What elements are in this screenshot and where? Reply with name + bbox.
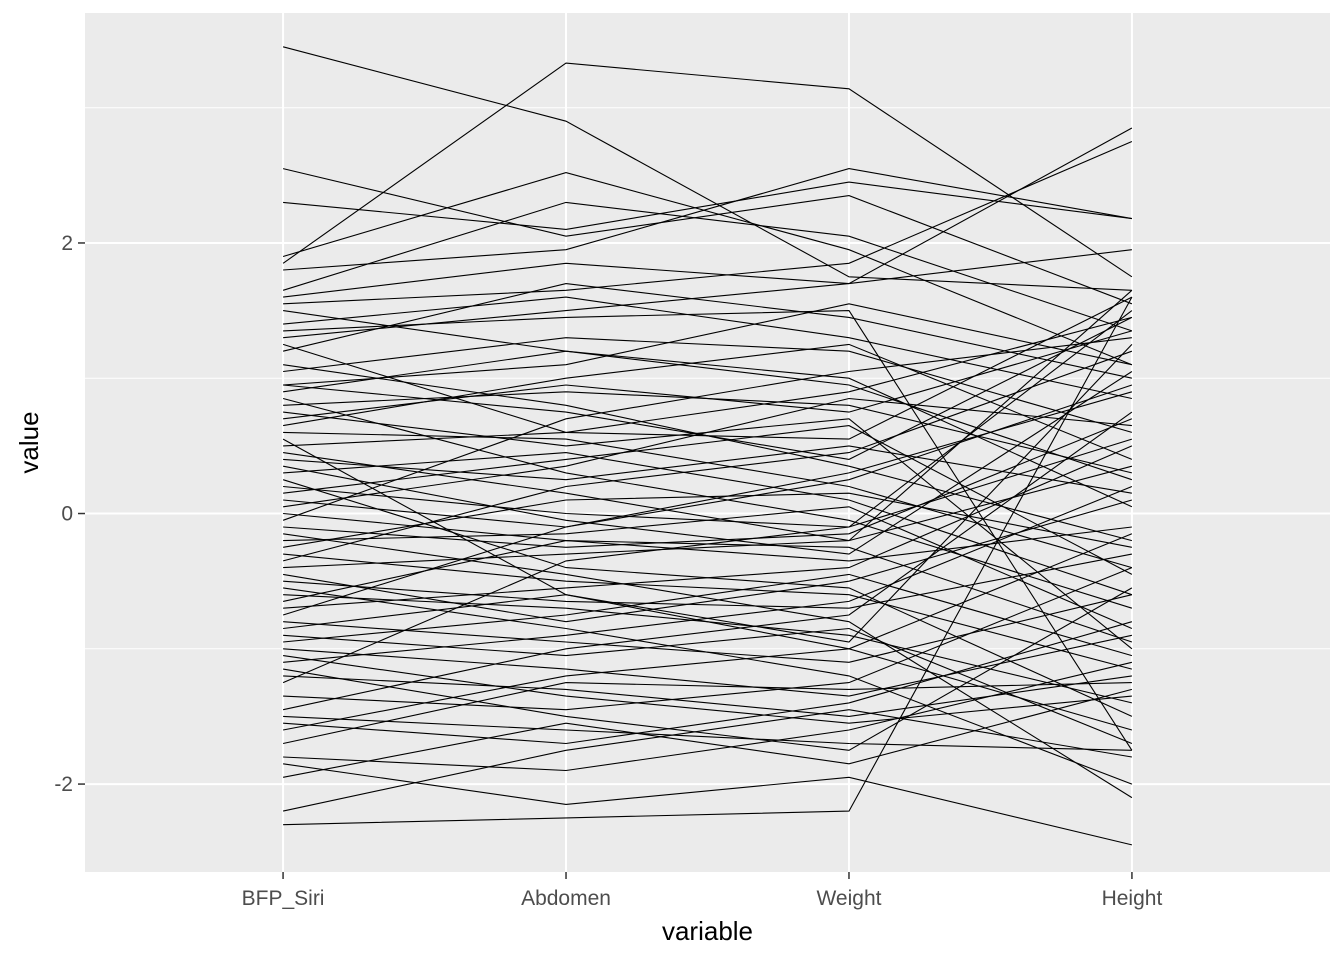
series-line (282, 682, 1132, 745)
series-line (283, 140, 1133, 305)
series-line (283, 343, 1133, 460)
series-line (282, 168, 1133, 305)
y-tick-label: 2 (61, 232, 73, 255)
series-line (282, 709, 1132, 812)
x-tick-label: Height (1102, 887, 1163, 910)
series-line (282, 201, 1133, 332)
series-line (282, 62, 1133, 278)
series-line (283, 452, 1133, 596)
series-line (282, 283, 1133, 379)
series-line (283, 397, 1132, 508)
series-line (283, 344, 1133, 643)
series-line (283, 553, 1133, 609)
x-tick-label: Weight (816, 887, 881, 910)
series-line (283, 337, 1133, 433)
series-line (282, 688, 1133, 778)
series-line (282, 533, 1133, 731)
series-line (283, 506, 1133, 630)
series-line (283, 310, 1133, 751)
series-line (282, 371, 1133, 555)
x-tick-label: BFP_Siri (242, 887, 325, 910)
series-line (283, 655, 1132, 724)
series-line (283, 350, 1133, 508)
series-line (283, 289, 1133, 542)
series-lines (282, 46, 1133, 846)
series-line (283, 499, 1133, 623)
series-line (283, 296, 1133, 826)
x-tick-label: Abdomen (521, 887, 611, 910)
series-line (283, 763, 1133, 846)
y-axis-title: value (14, 411, 44, 473)
series-line (282, 411, 1133, 711)
series-line (283, 310, 1133, 481)
series-line (282, 540, 1133, 643)
x-axis-title: variable (662, 916, 753, 946)
series-line (283, 587, 1133, 751)
series-line (283, 573, 1133, 657)
major-gridlines (85, 13, 1330, 872)
series-line (283, 715, 1132, 751)
series-line (283, 634, 1133, 697)
x-axis-ticks: BFP_Siri Abdomen Weight Height (242, 872, 1163, 910)
series-line (283, 621, 1133, 745)
series-line (283, 181, 1132, 230)
y-tick-label: 0 (61, 503, 73, 526)
series-line (283, 492, 1133, 548)
series-line (283, 661, 1133, 772)
series-line (282, 438, 1133, 731)
minor-gridlines (85, 107, 1330, 650)
y-tick-label: -2 (54, 773, 73, 796)
series-line (283, 316, 1133, 460)
series-line (283, 553, 1133, 670)
series-line (283, 168, 1132, 271)
series-line (282, 337, 1132, 521)
series-line (283, 303, 1133, 386)
series-line (283, 425, 1133, 575)
y-axis-ticks: -2 0 2 (54, 232, 85, 796)
series-line (282, 172, 1133, 366)
series-line (283, 127, 1133, 298)
series-line (283, 587, 1133, 785)
